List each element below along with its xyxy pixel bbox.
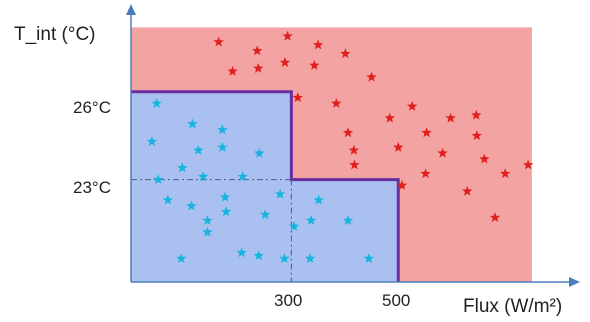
data-point-star-1-19: [305, 215, 317, 225]
data-point-star-1-22: [288, 220, 300, 231]
comfort-zone-region: [131, 91, 399, 282]
data-point-star-2-28: [396, 179, 408, 190]
data-point-star-2-15: [471, 109, 482, 120]
data-point-star-1-25: [176, 253, 187, 264]
data-point-star-1-13: [162, 194, 174, 205]
data-point-star-1-1: [151, 97, 162, 108]
data-point-star-2-2: [282, 30, 293, 41]
data-point-star-2-24: [522, 159, 534, 170]
data-point-star-2-25: [349, 159, 360, 170]
data-point-star-1-9: [153, 174, 164, 185]
data-point-star-2-5: [340, 48, 351, 59]
data-point-star-1-27: [279, 253, 290, 264]
data-point-star-2-22: [437, 147, 448, 158]
data-point-star-2-1: [213, 36, 224, 47]
y-axis-arrow-icon: [126, 4, 136, 15]
data-point-star-2-30: [489, 212, 501, 223]
data-point-star-1-2: [187, 118, 198, 129]
data-point-star-1-6: [217, 141, 228, 152]
data-point-star-2-23: [479, 153, 490, 164]
data-point-star-1-17: [220, 206, 232, 217]
data-point-star-1-26: [253, 250, 264, 261]
data-point-star-1-15: [219, 191, 231, 202]
data-point-star-2-9: [227, 65, 238, 76]
x-axis-title: Flux (W/m²): [463, 296, 562, 317]
data-point-star-2-3: [312, 39, 324, 50]
axes: [126, 4, 580, 287]
data-point-star-1-10: [197, 171, 209, 182]
data-point-star-2-10: [366, 71, 377, 82]
data-point-star-2-17: [342, 127, 354, 138]
data-point-star-2-18: [421, 127, 432, 138]
y-tick-label-23: 23°C: [73, 178, 111, 197]
data-point-star-2-4: [251, 45, 263, 56]
data-point-star-1-18: [259, 209, 271, 220]
data-point-star-2-7: [279, 57, 291, 67]
data-point-star-2-13: [406, 100, 418, 111]
data-point-star-2-27: [499, 168, 511, 179]
data-point-star-1-4: [146, 136, 158, 146]
data-point-star-1-7: [254, 147, 265, 158]
data-point-star-2-19: [471, 130, 483, 141]
y-tick-label-26: 26°C: [73, 98, 111, 117]
data-point-star-1-8: [177, 162, 188, 173]
data-point-star-1-5: [193, 144, 204, 155]
data-point-star-2-21: [393, 141, 404, 152]
data-point-star-1-11: [237, 171, 248, 182]
data-point-star-1-14: [186, 200, 197, 211]
data-point-star-2-16: [384, 112, 395, 123]
x-tick-label-500: 500: [382, 291, 410, 310]
data-point-star-1-20: [342, 215, 354, 225]
data-point-star-2-26: [420, 168, 431, 179]
data-point-star-1-16: [274, 188, 286, 199]
y-axis-title: T_int (°C): [14, 24, 96, 45]
labels-layer: T_int (°C) Flux (W/m²) 23°C 26°C 300 500: [14, 24, 562, 317]
data-point-star-1-23: [202, 226, 213, 237]
data-point-star-1-21: [202, 215, 213, 225]
data-point-star-1-28: [304, 253, 316, 264]
data-point-star-2-8: [309, 59, 320, 70]
points-layer: [146, 30, 534, 264]
data-point-star-2-12: [331, 97, 342, 108]
data-point-star-2-14: [445, 112, 456, 123]
data-point-star-2-20: [348, 144, 360, 155]
region-layer: [131, 27, 532, 283]
data-point-star-1-12: [313, 194, 324, 205]
data-point-star-1-29: [363, 253, 375, 264]
x-tick-label-300: 300: [274, 291, 302, 310]
data-point-star-2-29: [461, 185, 473, 196]
data-point-star-2-6: [252, 62, 264, 73]
data-point-star-2-11: [292, 92, 303, 103]
x-axis-arrow-icon: [569, 277, 580, 287]
data-point-star-1-24: [236, 247, 247, 258]
data-point-star-1-3: [217, 124, 228, 135]
reference-line-layer: [131, 179, 292, 282]
